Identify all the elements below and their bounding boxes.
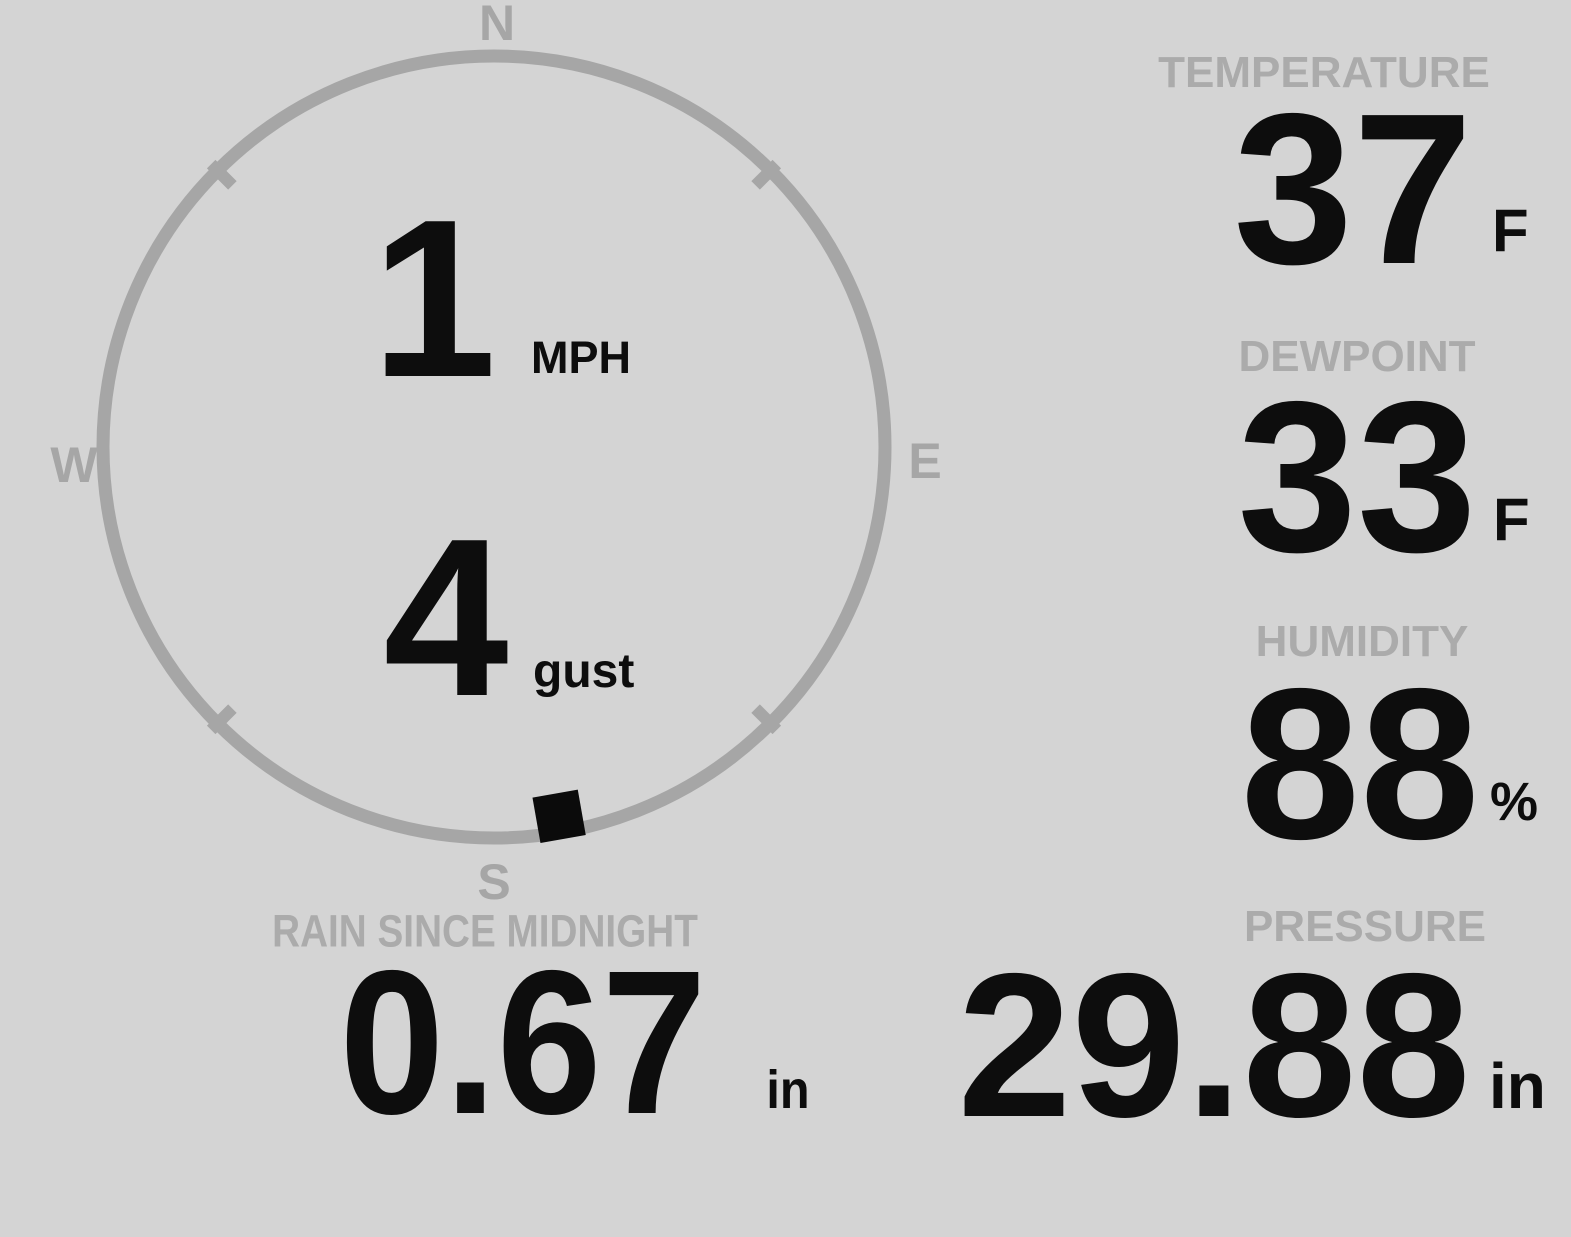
temperature-unit: F xyxy=(1492,197,1529,264)
compass-label-east: E xyxy=(908,433,942,489)
dewpoint-unit: F xyxy=(1493,486,1530,553)
rain-value: 0.67 xyxy=(339,928,707,1157)
temperature-value: 37 xyxy=(1233,68,1473,309)
humidity-label: HUMIDITY xyxy=(1255,617,1469,666)
wind-speed-value: 1 xyxy=(371,172,497,424)
humidity-unit: % xyxy=(1490,772,1539,832)
compass-intercardinal-ticks xyxy=(206,159,782,735)
dewpoint-value: 33 xyxy=(1237,356,1477,597)
rain-unit: in xyxy=(766,1060,810,1120)
pressure-label: PRESSURE xyxy=(1243,902,1487,951)
wind-direction-marker xyxy=(532,789,586,843)
pressure-value: 29.88 xyxy=(957,931,1471,1160)
temperature-label: TEMPERATURE xyxy=(1158,48,1490,97)
humidity-value: 88 xyxy=(1240,643,1480,884)
compass-label-south: S xyxy=(477,854,511,910)
pressure-unit: in xyxy=(1489,1050,1546,1122)
wind-gust-label: gust xyxy=(533,645,635,698)
wind-gust-value: 4 xyxy=(383,491,509,743)
compass-label-west: W xyxy=(50,437,98,493)
dewpoint-label: DEWPOINT xyxy=(1238,332,1476,381)
wind-speed-unit: MPH xyxy=(531,332,631,383)
rain-label: RAIN SINCE MIDNIGHT xyxy=(272,905,698,957)
compass-label-north: N xyxy=(478,0,516,51)
compass-circle xyxy=(96,49,892,845)
